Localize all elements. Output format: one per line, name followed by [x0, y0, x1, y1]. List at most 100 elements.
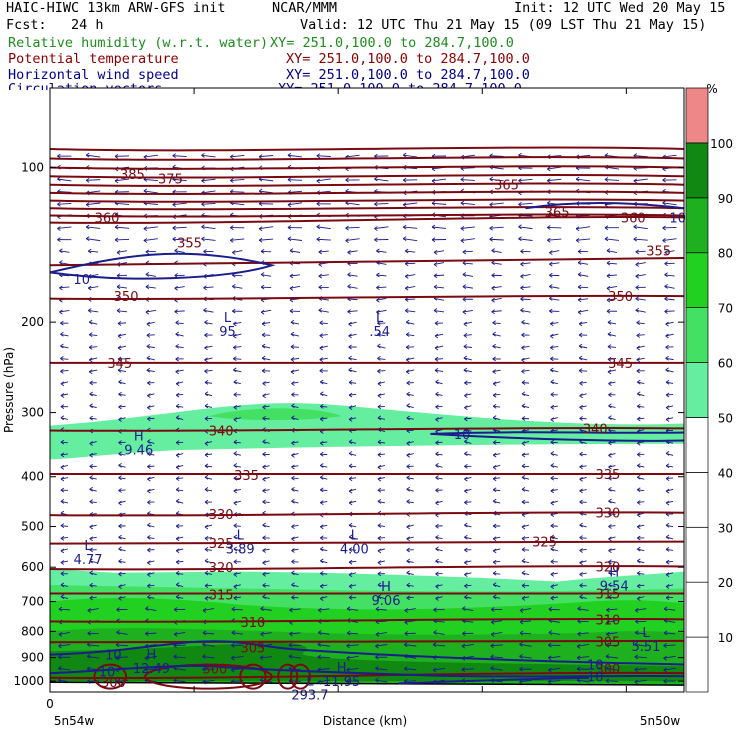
- circulation-vector-head: [665, 586, 670, 589]
- circulation-vector-head: [435, 558, 439, 562]
- circulation-vector-head: [491, 272, 495, 276]
- circulation-vector-head: [608, 572, 612, 576]
- circulation-vector: [89, 321, 98, 325]
- circulation-vector-head: [145, 284, 150, 288]
- circulation-vector-head: [577, 286, 582, 290]
- circulation-vector: [320, 489, 328, 491]
- circulation-vector-head: [345, 202, 349, 206]
- circulation-vector-head: [463, 357, 468, 361]
- circulation-vector-head: [233, 392, 238, 396]
- circulation-vector: [637, 417, 645, 420]
- circulation-vector-head: [348, 524, 353, 528]
- circulation-vector-head: [114, 178, 119, 182]
- circulation-vector: [146, 357, 155, 361]
- theta-isentrope: [49, 565, 685, 571]
- circulation-vector: [173, 667, 186, 671]
- circulation-vector-head: [375, 606, 380, 610]
- circulation-vector-head: [435, 502, 439, 506]
- wind-speed-contour: [49, 252, 276, 280]
- circulation-vector-head: [348, 417, 353, 420]
- circulation-vector-head: [233, 356, 237, 359]
- circulation-vector: [464, 429, 472, 432]
- circulation-vector-head: [548, 679, 552, 683]
- circulation-vector: [175, 345, 184, 349]
- circulation-vector-head: [317, 656, 322, 660]
- circulation-vector-head: [174, 309, 178, 312]
- circulation-vector: [637, 405, 645, 408]
- circulation-vector-head: [377, 332, 381, 335]
- theta-cell-300: [289, 663, 311, 690]
- circulation-vector-head: [491, 250, 495, 253]
- circulation-vector-head: [492, 464, 497, 468]
- circulation-vector-head: [460, 226, 465, 229]
- theta-label: 355: [646, 244, 671, 259]
- circulation-vector-head: [663, 657, 667, 661]
- circulation-vector-head: [287, 225, 292, 228]
- circulation-vector-head: [402, 226, 407, 230]
- circulation-vector-head: [492, 476, 497, 480]
- circulation-vector-head: [175, 572, 180, 576]
- circulation-vector: [608, 596, 616, 599]
- circulation-vector: [462, 286, 473, 289]
- circulation-vector-head: [60, 573, 65, 577]
- rh-band-upper-core: [208, 408, 342, 421]
- theta-label: 340: [209, 424, 234, 439]
- circulation-vector-head: [89, 572, 93, 576]
- circulation-vector-head: [320, 548, 324, 552]
- circulation-vector-head: [233, 534, 238, 538]
- circulation-vector-head: [637, 379, 641, 383]
- circulation-vector-head: [664, 261, 668, 265]
- circulation-vector-head: [549, 252, 553, 255]
- circulation-vector-head: [376, 285, 380, 289]
- circulation-vector: [262, 405, 270, 408]
- circulation-vector-head: [320, 535, 324, 539]
- circulation-vector: [374, 226, 389, 230]
- circulation-vector-head: [550, 406, 555, 410]
- circulation-vector-head: [60, 370, 64, 374]
- circulation-vector-head: [518, 224, 522, 228]
- circulation-vector-head: [519, 621, 524, 625]
- circulation-vector-head: [89, 570, 93, 574]
- circulation-vector-head: [320, 502, 324, 506]
- circulation-vector-head: [289, 609, 293, 613]
- circulation-vector-head: [579, 453, 583, 457]
- circulation-vector-head: [320, 526, 324, 530]
- circulation-vector-head: [637, 572, 641, 576]
- circulation-vector-head: [492, 572, 497, 576]
- circulation-vector-head: [377, 393, 382, 396]
- circulation-vector-head: [435, 596, 439, 599]
- circulation-vector-head: [233, 321, 237, 325]
- circulation-vector-head: [320, 416, 324, 420]
- circulation-vector: [143, 238, 158, 242]
- circulation-vector: [116, 286, 128, 289]
- wind-speed-label: 10: [105, 649, 122, 664]
- circulation-vector: [202, 643, 215, 647]
- circulation-vector-head: [172, 164, 176, 168]
- circulation-vector-head: [59, 260, 63, 263]
- circulation-vector: [375, 608, 387, 611]
- circulation-vector-head: [549, 284, 553, 287]
- circulation-vector: [374, 178, 389, 182]
- circulation-vector-head: [406, 513, 410, 517]
- circulation-vector-head: [345, 238, 349, 241]
- circulation-vector: [608, 429, 616, 432]
- circulation-vector-head: [289, 310, 294, 314]
- circulation-vector-head: [662, 225, 666, 229]
- circulation-vector-head: [348, 382, 353, 385]
- circulation-vector-head: [261, 334, 266, 338]
- legend-label-vectors: Circulation vectors: [8, 81, 163, 90]
- circulation-vector: [143, 202, 158, 205]
- circulation-vector-head: [118, 475, 122, 479]
- circulation-vector: [115, 226, 130, 229]
- circulation-vector-head: [316, 155, 321, 159]
- circulation-vector-head: [521, 345, 525, 349]
- circulation-vector-head: [463, 346, 468, 349]
- circulation-vector-head: [60, 345, 64, 349]
- circulation-vector-head: [637, 391, 641, 395]
- circulation-vector-head: [464, 380, 468, 384]
- circulation-vector-head: [634, 654, 639, 658]
- circulation-vector-head: [664, 272, 668, 276]
- circulation-vector-head: [175, 511, 180, 514]
- circulation-vector: [375, 631, 387, 635]
- circulation-vector: [579, 537, 587, 539]
